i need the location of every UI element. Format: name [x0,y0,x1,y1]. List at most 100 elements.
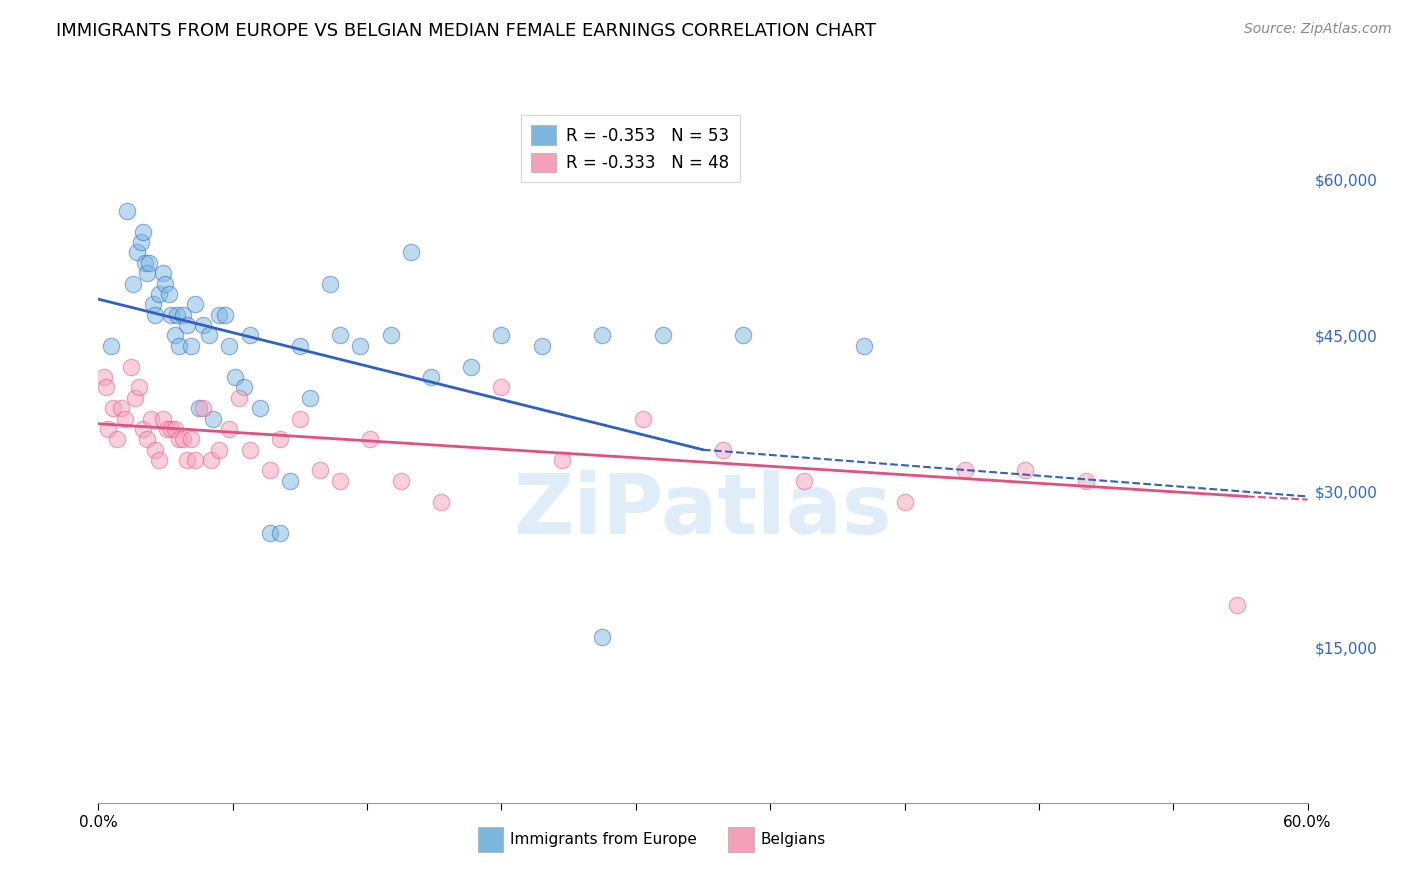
Point [193,401,215,416]
Point [349,339,371,353]
Point [651,328,673,343]
Point [120,359,142,374]
Point [329,474,352,488]
Point [591,630,613,644]
Point [166,308,188,322]
Point [232,380,254,394]
Point [239,442,262,457]
Point [269,433,291,447]
Point [239,328,262,343]
Point [148,287,170,301]
Point [143,442,166,457]
Point [148,453,170,467]
Point [125,245,148,260]
Point [319,277,342,291]
Point [160,422,183,436]
Point [893,494,915,508]
Text: Source: ZipAtlas.com: Source: ZipAtlas.com [1244,22,1392,37]
Point [288,411,311,425]
Point [733,328,755,343]
Point [259,525,281,540]
Point [96,380,118,394]
Point [853,339,876,353]
Text: Belgians: Belgians [761,831,825,847]
Point [1226,599,1249,613]
Point [93,370,115,384]
Point [631,411,654,425]
Point [259,463,281,477]
Legend: R = -0.353   N = 53, R = -0.333   N = 48: R = -0.353 N = 53, R = -0.333 N = 48 [522,115,740,182]
Point [389,474,412,488]
Point [115,203,138,218]
Point [793,474,815,488]
Point [208,308,231,322]
Point [139,411,162,425]
Point [121,277,143,291]
Point [224,370,246,384]
Point [135,266,157,280]
Point [156,422,179,436]
Point [1014,463,1036,477]
Point [105,433,128,447]
Point [551,453,574,467]
Point [360,433,382,447]
Point [184,453,207,467]
Point [188,401,211,416]
Point [214,308,236,322]
Point [129,235,152,249]
Point [202,411,225,425]
Point [193,318,215,332]
Point [309,463,332,477]
Point [180,433,202,447]
Point [167,433,190,447]
Point [167,339,190,353]
Point [163,422,186,436]
Point [491,328,513,343]
Text: IMMIGRANTS FROM EUROPE VS BELGIAN MEDIAN FEMALE EARNINGS CORRELATION CHART: IMMIGRANTS FROM EUROPE VS BELGIAN MEDIAN… [56,22,876,40]
Text: ZiPatlas: ZiPatlas [513,470,893,551]
Point [172,433,194,447]
Point [953,463,976,477]
Point [176,453,198,467]
Point [143,308,166,322]
Point [208,442,231,457]
Point [591,328,613,343]
Point [100,339,122,353]
Point [184,297,207,311]
Point [249,401,271,416]
Point [460,359,482,374]
Point [430,494,453,508]
Point [269,525,291,540]
Point [218,422,240,436]
Point [134,256,156,270]
Point [160,308,183,322]
Point [152,411,174,425]
Point [329,328,352,343]
Point [218,339,240,353]
Point [110,401,132,416]
Point [163,328,186,343]
Point [153,277,176,291]
Point [180,339,202,353]
Point [172,308,194,322]
Point [101,401,124,416]
Point [491,380,513,394]
Point [142,297,165,311]
Point [1074,474,1097,488]
Point [176,318,198,332]
Point [132,422,155,436]
Point [138,256,160,270]
Point [152,266,174,280]
Point [380,328,402,343]
Point [399,245,422,260]
Point [132,225,155,239]
Point [97,422,120,436]
Point [135,433,157,447]
Point [278,474,301,488]
Point [114,411,136,425]
Point [200,453,222,467]
Point [128,380,150,394]
Point [711,442,734,457]
Point [288,339,311,353]
Point [157,287,180,301]
